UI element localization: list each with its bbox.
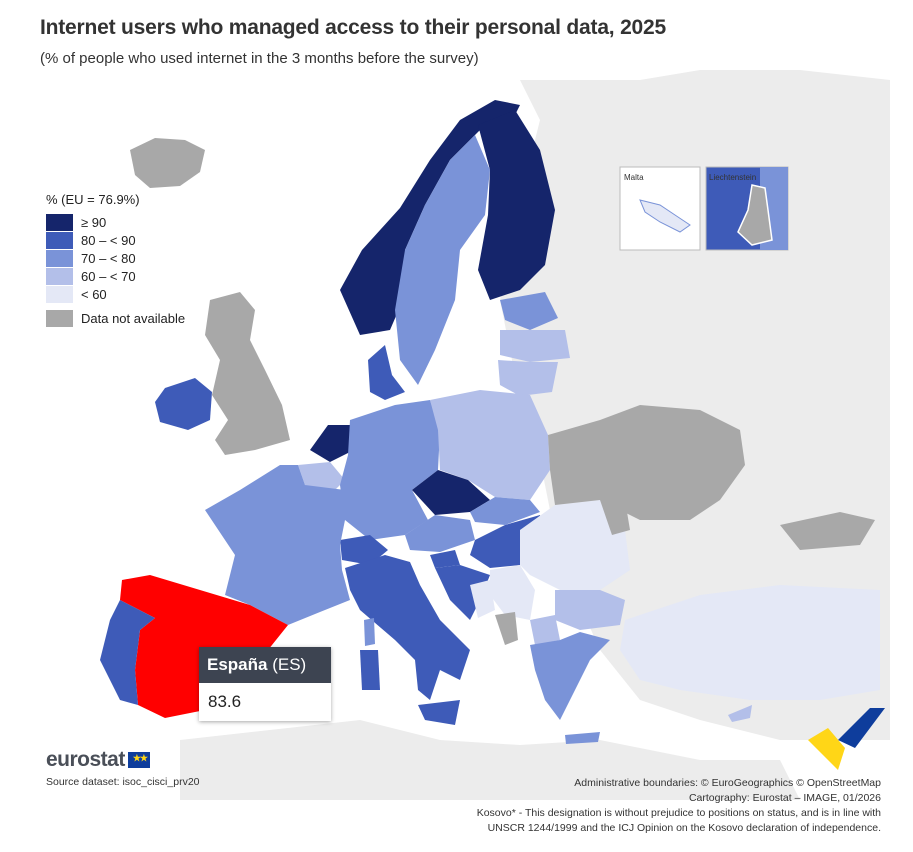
legend-swatch (46, 249, 73, 267)
country-tooltip: España (ES) 83.6 (199, 647, 331, 721)
tooltip-country: España (207, 655, 268, 674)
corner-mark-blue (838, 708, 885, 748)
georgia-region (780, 512, 875, 550)
credit-line: UNSCR 1244/1999 and the ICJ Opinion on t… (487, 822, 881, 834)
legend-label: 70 – < 80 (81, 250, 136, 266)
portugal (100, 600, 155, 705)
slovenia (430, 550, 460, 568)
tooltip-header: España (ES) (199, 647, 331, 683)
czechia (412, 470, 490, 515)
legend-label: ≥ 90 (81, 214, 107, 230)
credit-line: Administrative boundaries: © EuroGeograp… (574, 777, 881, 789)
legend-swatch (46, 285, 73, 303)
bosnia (470, 580, 495, 618)
liechtenstein-label: Liechtenstein (709, 173, 757, 182)
liechtenstein-shape (737, 184, 773, 246)
legend-item[interactable]: 70 – < 80 (46, 249, 185, 267)
estonia (500, 292, 558, 330)
legend-label: < 60 (81, 286, 107, 302)
credit-line: Cartography: Eurostat – IMAGE, 01/2026 (688, 792, 881, 804)
bulgaria (555, 590, 625, 630)
legend-swatch (46, 309, 73, 327)
credit-line: Kosovo* - This designation is without pr… (476, 807, 881, 819)
cyprus (728, 705, 752, 722)
latvia (500, 330, 570, 362)
eurostat-logo[interactable]: eurostat ★★ (46, 748, 150, 772)
page-subtitle: (% of people who used internet in the 3 … (40, 50, 479, 67)
legend-swatch (46, 213, 73, 231)
norway (340, 100, 520, 335)
logo-text: eurostat (46, 748, 125, 771)
legend-title: % (EU = 76.9%) (46, 192, 140, 207)
poland (430, 390, 550, 500)
malta-label: Malta (624, 173, 644, 182)
sweden (395, 135, 490, 385)
france (205, 465, 350, 625)
montenegro (495, 612, 518, 645)
italy (345, 555, 470, 700)
north-macedonia (530, 615, 560, 645)
sicily (418, 700, 460, 725)
legend-item[interactable]: 80 – < 90 (46, 231, 185, 249)
corner-mark-yellow (808, 728, 845, 770)
legend-item[interactable]: < 60 (46, 285, 185, 303)
malta-shape (639, 199, 691, 233)
tooltip-code: (ES) (272, 655, 307, 674)
legend-swatch (46, 267, 73, 285)
spain[interactable] (120, 575, 288, 718)
corsica (364, 618, 375, 646)
credits: Administrative boundaries: © EuroGeograp… (477, 776, 881, 836)
turkiye (620, 585, 880, 700)
lithuania (498, 360, 558, 396)
romania (520, 500, 630, 590)
africa-landmass (180, 720, 800, 800)
source-dataset: Source dataset: isoc_cisci_prv20 (46, 776, 200, 788)
legend-label: 60 – < 70 (81, 268, 136, 284)
legend-swatch (46, 231, 73, 249)
austria (405, 515, 475, 552)
switzerland (340, 535, 388, 565)
germany (340, 400, 440, 540)
legend-item-not-available[interactable]: Data not available (46, 309, 185, 327)
united-kingdom (205, 292, 290, 455)
eu-flag-icon: ★★ (127, 752, 150, 768)
greece (530, 632, 610, 720)
denmark (368, 345, 405, 400)
sardinia (360, 650, 380, 690)
legend-label: 80 – < 90 (81, 232, 136, 248)
legend-item[interactable]: ≥ 90 (46, 213, 185, 231)
slovakia (470, 497, 540, 525)
netherlands (310, 425, 350, 462)
iceland (130, 138, 205, 188)
serbia (490, 565, 535, 620)
ukraine (548, 405, 745, 520)
moldova (600, 500, 630, 535)
map-legend: % (EU = 76.9%) ≥ 90 80 – < 90 70 – < 80 … (46, 192, 185, 327)
page-title: Internet users who managed access to the… (40, 16, 666, 39)
crete (565, 732, 600, 744)
legend-label: Data not available (81, 310, 186, 326)
tooltip-value: 83.6 (199, 683, 331, 721)
ireland (155, 378, 212, 430)
finland (478, 110, 555, 300)
legend-item[interactable]: 60 – < 70 (46, 267, 185, 285)
